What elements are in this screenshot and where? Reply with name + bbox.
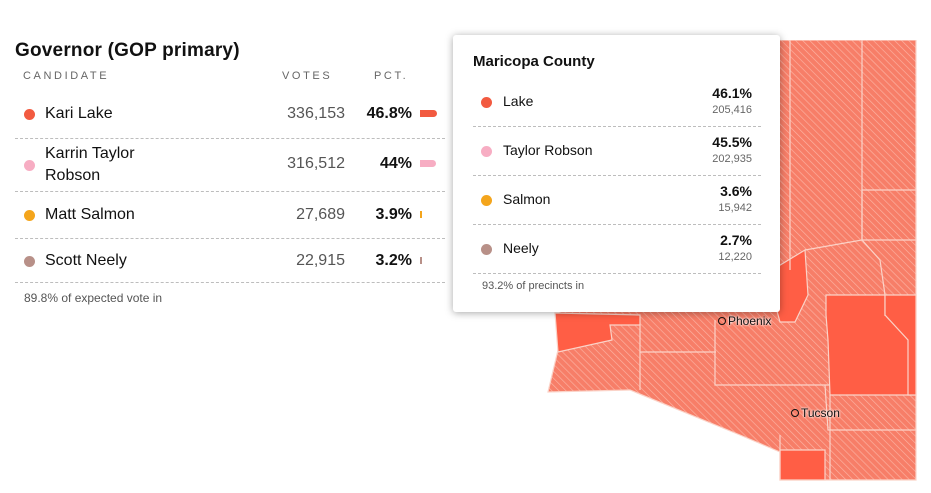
candidate-votes: 336,153 bbox=[287, 105, 345, 122]
tooltip-candidate-name: Lake bbox=[503, 93, 534, 109]
tooltip-candidate-pct: 2.7% bbox=[720, 232, 752, 248]
county-tooltip: Maricopa County Lake 46.1% 205,416 Taylo… bbox=[453, 35, 780, 312]
candidate-color-dot bbox=[24, 160, 35, 171]
candidate-pct: 3.9% bbox=[375, 206, 412, 223]
candidate-pct: 46.8% bbox=[366, 105, 412, 122]
city-label: Phoenix bbox=[728, 314, 772, 328]
tooltip-candidate-pct: 3.6% bbox=[720, 183, 752, 199]
candidate-name: Karrin Taylor Robson bbox=[45, 145, 135, 184]
candidate-pct-bar bbox=[420, 110, 437, 117]
candidate-votes: 316,512 bbox=[287, 155, 345, 172]
tooltip-candidate-votes: 15,942 bbox=[718, 202, 752, 214]
candidate-row-robson[interactable]: Karrin Taylor Robson 316,512 44% bbox=[15, 139, 445, 192]
city-tucson: Tucson bbox=[791, 406, 840, 420]
tooltip-row-robson: Taylor Robson 45.5% 202,935 bbox=[473, 127, 761, 176]
precincts-note: 93.2% of precincts in bbox=[482, 280, 585, 292]
tooltip-candidate-pct: 45.5% bbox=[712, 134, 752, 150]
candidate-pct: 3.2% bbox=[375, 252, 412, 269]
candidate-color-dot bbox=[481, 97, 492, 108]
city-marker-icon bbox=[791, 409, 799, 417]
candidate-row-salmon[interactable]: Matt Salmon 27,689 3.9% bbox=[15, 192, 445, 239]
candidate-pct-bar bbox=[420, 211, 422, 218]
candidate-votes: 22,915 bbox=[296, 252, 345, 269]
city-phoenix: Phoenix bbox=[718, 314, 771, 328]
candidate-row-neely[interactable]: Scott Neely 22,915 3.2% bbox=[15, 239, 445, 283]
header-pct: PCT. bbox=[374, 70, 409, 82]
tooltip-candidate-votes: 12,220 bbox=[718, 251, 752, 263]
candidate-color-dot bbox=[24, 210, 35, 221]
candidate-votes: 27,689 bbox=[296, 206, 345, 223]
tooltip-candidate-name: Taylor Robson bbox=[503, 142, 593, 158]
expected-vote-note: 89.8% of expected vote in bbox=[24, 291, 163, 305]
city-marker-icon bbox=[718, 317, 726, 325]
results-table: Kari Lake 336,153 46.8% Karrin Taylor Ro… bbox=[15, 90, 445, 283]
tooltip-candidate-name: Salmon bbox=[503, 191, 551, 207]
tooltip-candidate-votes: 202,935 bbox=[712, 153, 752, 165]
county-borders bbox=[639, 40, 916, 480]
county-cochise[interactable] bbox=[779, 449, 826, 481]
candidate-pct-bar bbox=[420, 160, 436, 167]
tooltip-candidate-votes: 205,416 bbox=[712, 104, 752, 116]
tooltip-county-name: Maricopa County bbox=[473, 53, 595, 70]
city-label: Tucson bbox=[801, 406, 840, 420]
candidate-name: Scott Neely bbox=[45, 252, 127, 269]
candidate-pct: 44% bbox=[379, 155, 412, 172]
tooltip-row-neely: Neely 2.7% 12,220 bbox=[473, 225, 761, 274]
county-apache[interactable] bbox=[861, 189, 917, 241]
tooltip-candidate-pct: 46.1% bbox=[712, 85, 752, 101]
county-greenlee[interactable] bbox=[884, 294, 917, 396]
candidate-color-dot bbox=[24, 256, 35, 267]
candidate-row-lake[interactable]: Kari Lake 336,153 46.8% bbox=[15, 90, 445, 139]
tooltip-row-lake: Lake 46.1% 205,416 bbox=[473, 78, 761, 127]
tooltip-candidate-name: Neely bbox=[503, 240, 539, 256]
candidate-color-dot bbox=[481, 244, 492, 255]
candidate-pct-bar bbox=[420, 257, 422, 264]
candidate-color-dot bbox=[24, 109, 35, 120]
tooltip-row-salmon: Salmon 3.6% 15,942 bbox=[473, 176, 761, 225]
candidate-name: Kari Lake bbox=[45, 105, 113, 122]
candidate-color-dot bbox=[481, 146, 492, 157]
race-title: Governor (GOP primary) bbox=[15, 40, 240, 61]
header-candidate: CANDIDATE bbox=[23, 70, 110, 82]
header-votes: VOTES bbox=[282, 70, 333, 82]
county-yuma[interactable] bbox=[554, 312, 641, 353]
candidate-color-dot bbox=[481, 195, 492, 206]
county-map[interactable] bbox=[540, 40, 931, 493]
candidate-name: Matt Salmon bbox=[45, 206, 135, 223]
